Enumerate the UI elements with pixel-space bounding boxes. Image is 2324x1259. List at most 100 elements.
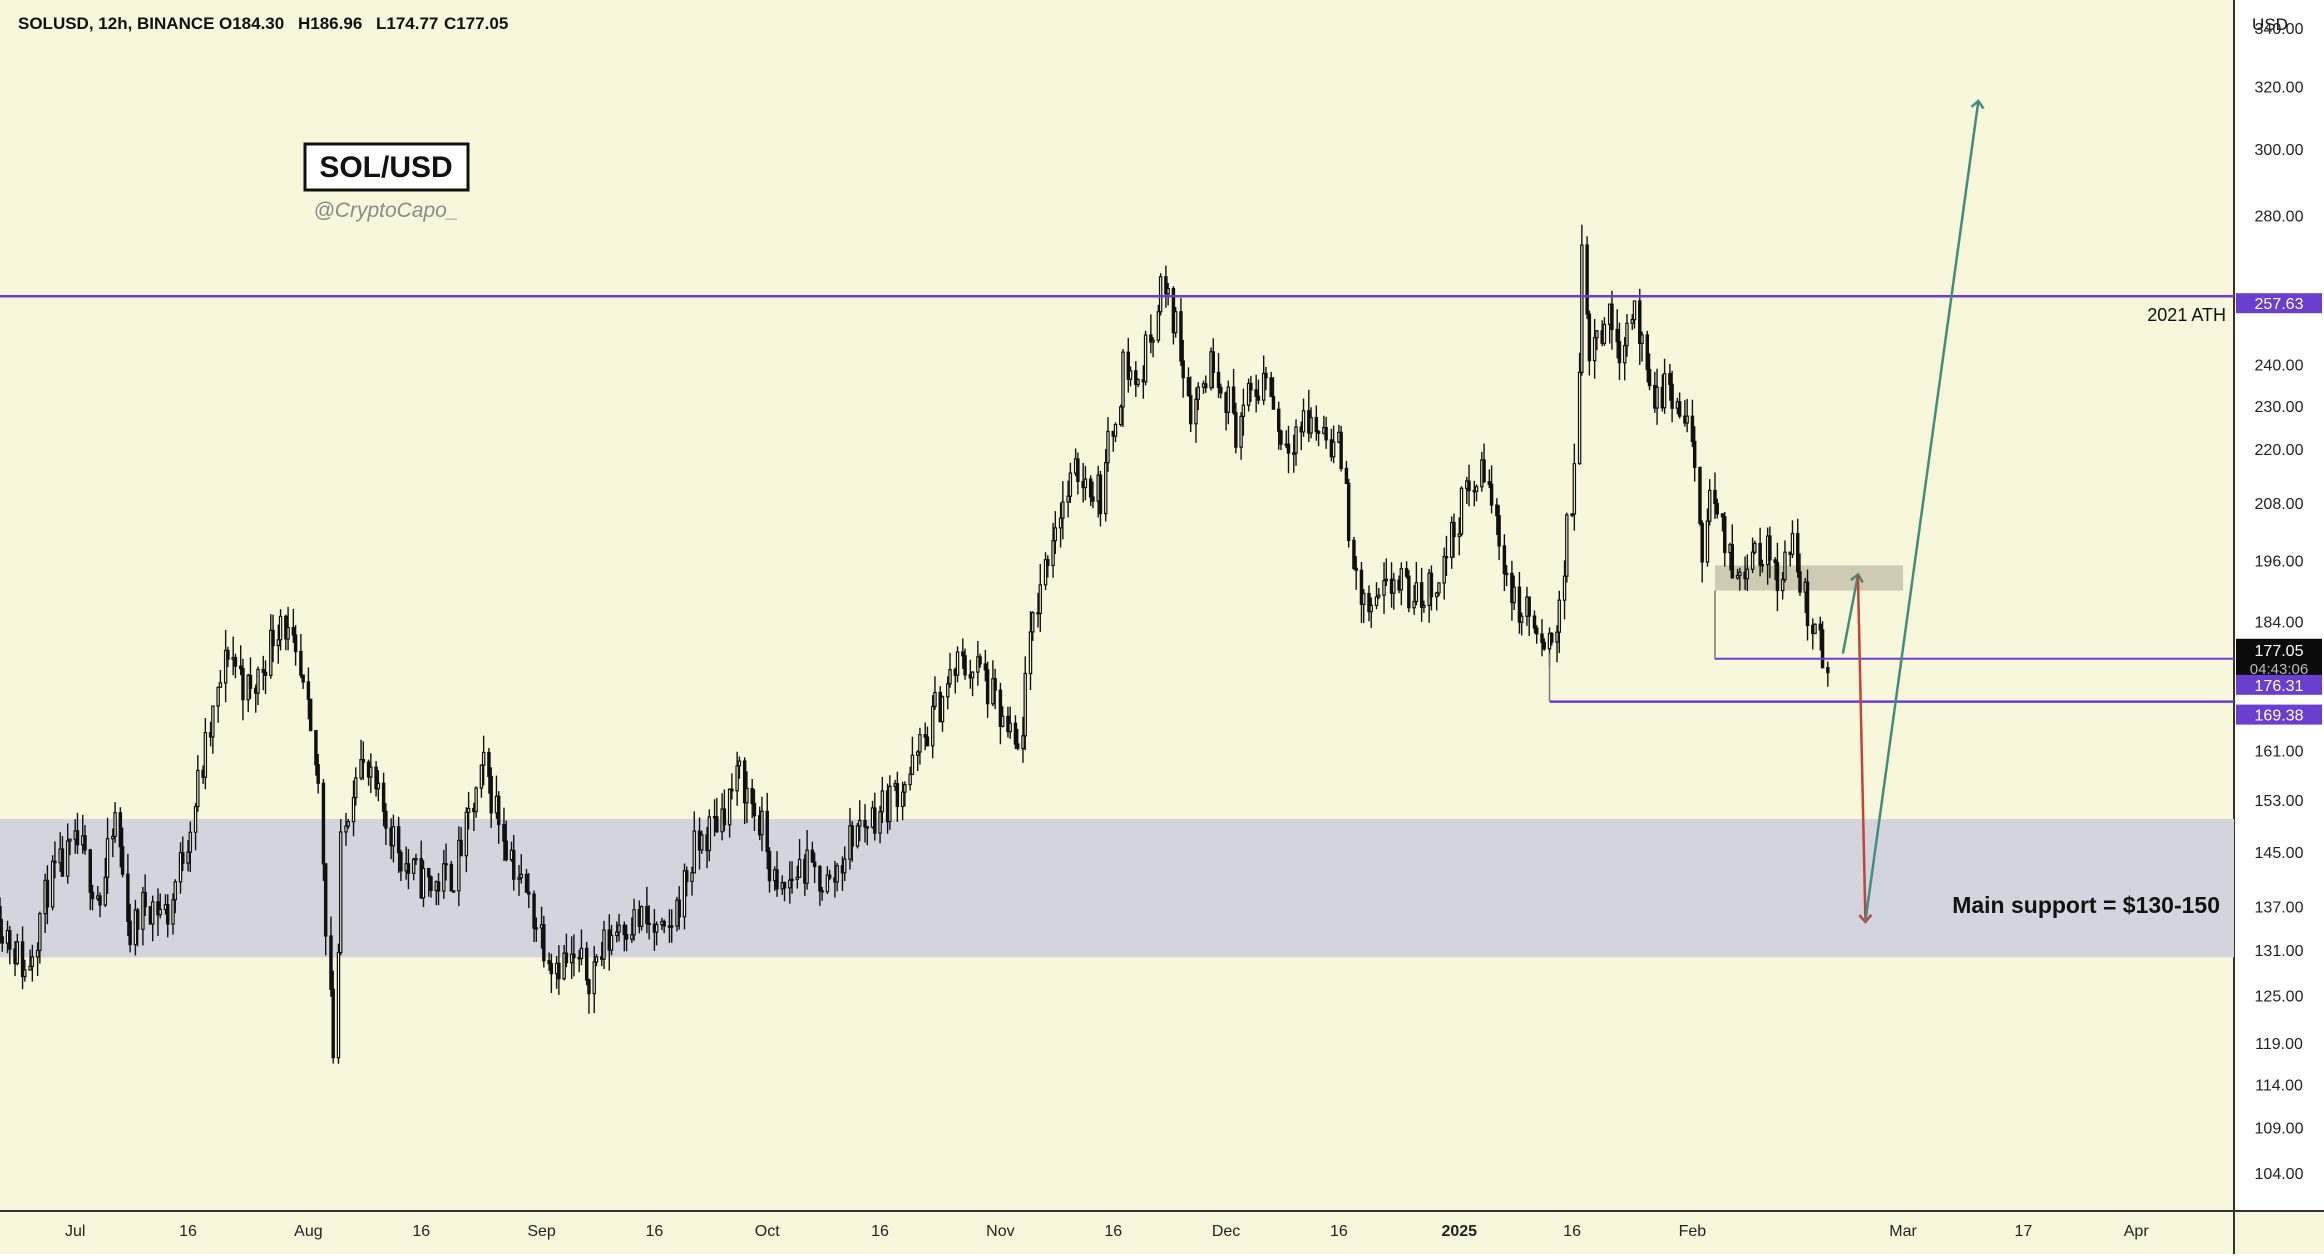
candle-body — [564, 952, 569, 964]
candle-body — [1419, 582, 1424, 608]
candle-body — [1444, 555, 1449, 559]
candle-body — [156, 901, 160, 916]
candle-body — [411, 858, 416, 874]
y-tick-label: 184.00 — [2255, 615, 2304, 632]
tag-current-label: 177.05 — [2255, 643, 2304, 660]
x-tick-label: 16 — [1563, 1223, 1581, 1240]
candle-body — [479, 764, 484, 789]
candle-body — [1534, 627, 1539, 635]
candle-body — [158, 908, 162, 916]
candle-body — [542, 924, 546, 962]
candle-body — [622, 924, 627, 936]
candle-body — [0, 936, 4, 944]
candle-body — [1091, 496, 1095, 502]
candle-body — [1790, 532, 1795, 555]
candle-body — [60, 848, 65, 877]
candle-body — [1269, 377, 1273, 398]
y-tick-label: 109.00 — [2255, 1121, 2304, 1138]
plot-background — [0, 0, 2234, 1211]
candle-body — [1382, 580, 1386, 596]
candle-body — [381, 782, 386, 812]
x-tick-label: 17 — [2014, 1223, 2032, 1240]
candle-body — [1128, 370, 1133, 380]
candle-body — [1271, 395, 1276, 410]
candle-body — [1164, 276, 1168, 295]
candle-body — [1532, 615, 1537, 629]
candle-body — [113, 812, 117, 837]
candle-body — [35, 949, 40, 958]
candle-body — [1374, 596, 1379, 607]
y-tick-label: 220.00 — [2255, 442, 2304, 459]
candle-body — [579, 947, 584, 960]
candle-body — [196, 769, 200, 808]
candle-body — [376, 782, 381, 790]
candle-body — [850, 825, 854, 847]
candle-body — [767, 850, 772, 882]
candle-body — [291, 626, 296, 636]
candle-body — [1662, 373, 1667, 409]
candle-body — [504, 840, 508, 861]
header-symbol: SOLUSD, 12h, BINANCE — [18, 14, 214, 33]
candle-body — [1555, 631, 1559, 643]
candle-body — [502, 823, 506, 842]
candle-body — [690, 872, 694, 883]
candle-body — [998, 689, 1003, 727]
candle-body — [1061, 501, 1065, 519]
x-tick-label: Jul — [65, 1223, 85, 1240]
time-scale[interactable]: Jul 16 Aug 16 Sep 16 Oct 16 Nov 16 Dec 16 2025 16 Feb M… — [65, 1223, 2149, 1240]
candle-body — [1136, 379, 1140, 386]
candle-body — [1692, 440, 1697, 469]
candle-body — [293, 634, 298, 653]
support-annotation: Main support = $130-150 — [1952, 892, 2220, 918]
arrows-layer — [1841, 98, 1985, 924]
candle-body — [1735, 574, 1740, 579]
candle-body — [900, 791, 905, 808]
watermark-handle: @CryptoCapo_ — [313, 199, 458, 222]
candle-body — [1577, 371, 1582, 465]
candle-body — [1399, 568, 1404, 591]
candle-body — [451, 890, 456, 893]
candle-body — [173, 881, 177, 901]
candle-body — [1339, 431, 1343, 470]
projection-arrow-green-0 — [1841, 572, 1864, 654]
candle-body — [278, 615, 283, 641]
candle-body — [65, 840, 70, 877]
candle-body — [760, 810, 764, 836]
candle-body — [354, 777, 358, 799]
candle-body — [654, 924, 659, 933]
candle-body — [534, 927, 539, 930]
price-scale[interactable]: 340.00 320.00 300.00 280.00 240.00 230.00 220.… — [2255, 21, 2304, 1183]
candle-body — [1083, 478, 1088, 489]
candle-body — [557, 962, 561, 980]
candle-body — [1046, 559, 1050, 567]
candle-body — [1758, 542, 1762, 566]
candle-body — [444, 863, 448, 866]
candle-body — [1805, 581, 1810, 627]
candle-body — [765, 810, 769, 853]
candle-body — [805, 849, 809, 884]
candle-body — [374, 766, 378, 790]
candle-body — [1407, 575, 1411, 609]
candle-body — [963, 655, 967, 676]
candle-body — [369, 766, 373, 778]
candle-body — [707, 816, 712, 852]
candle-body — [790, 878, 794, 882]
candle-body — [1158, 276, 1163, 313]
candle-body — [1119, 406, 1123, 426]
candle-body — [1156, 311, 1161, 341]
candle-body — [1171, 287, 1176, 334]
candle-body — [276, 639, 281, 647]
candle-body — [489, 775, 493, 814]
candle-body — [961, 651, 965, 657]
candle-body — [248, 674, 253, 689]
candle-body — [233, 656, 238, 667]
candle-body — [1585, 244, 1589, 315]
candle-body — [166, 904, 170, 925]
candle-body — [1677, 401, 1682, 417]
candle-body — [466, 807, 471, 813]
candle-body — [818, 865, 822, 892]
candle-body — [223, 649, 228, 684]
candle-body — [1149, 334, 1153, 343]
candle-body — [1580, 244, 1584, 374]
